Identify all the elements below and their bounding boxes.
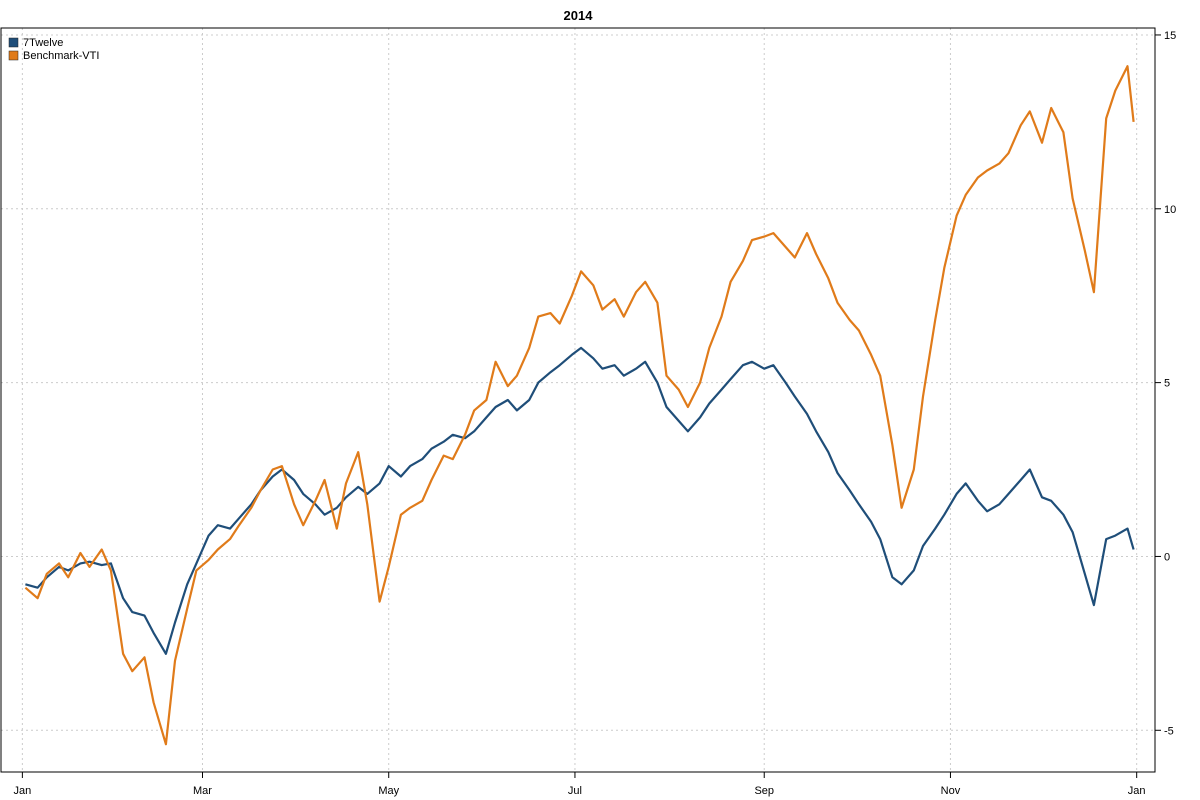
legend-swatch xyxy=(8,50,19,61)
series-layer xyxy=(24,65,1135,746)
x-axis: Jan Mar May Jul Sep Nov Jan xyxy=(13,772,1146,797)
x-tick-label: Nov xyxy=(941,785,961,797)
y-axis: -5 0 5 10 15 xyxy=(1155,30,1176,737)
chart-title: 2014 xyxy=(564,8,594,23)
x-tick-label: Jan xyxy=(13,785,31,797)
legend-swatch xyxy=(8,37,19,48)
x-tick-label: Sep xyxy=(754,785,774,797)
y-tick-label: 0 xyxy=(1164,551,1170,563)
plot-border xyxy=(0,27,1156,773)
series-line-7twelve xyxy=(25,346,1135,655)
series-line-benchmark-vti xyxy=(24,65,1135,746)
y-tick-label: 15 xyxy=(1164,30,1176,42)
legend-label: Benchmark-VTI xyxy=(23,50,99,62)
x-tick-label: Mar xyxy=(193,785,212,797)
x-tick-label: May xyxy=(378,785,399,797)
y-tick-label: 5 xyxy=(1164,378,1170,390)
x-tick-label: Jan xyxy=(1128,785,1146,797)
x-tick-label: Jul xyxy=(568,785,582,797)
legend-label: 7Twelve xyxy=(23,37,63,49)
y-tick-label: 10 xyxy=(1164,204,1176,216)
grid xyxy=(1,28,1155,772)
y-tick-label: -5 xyxy=(1164,725,1174,737)
